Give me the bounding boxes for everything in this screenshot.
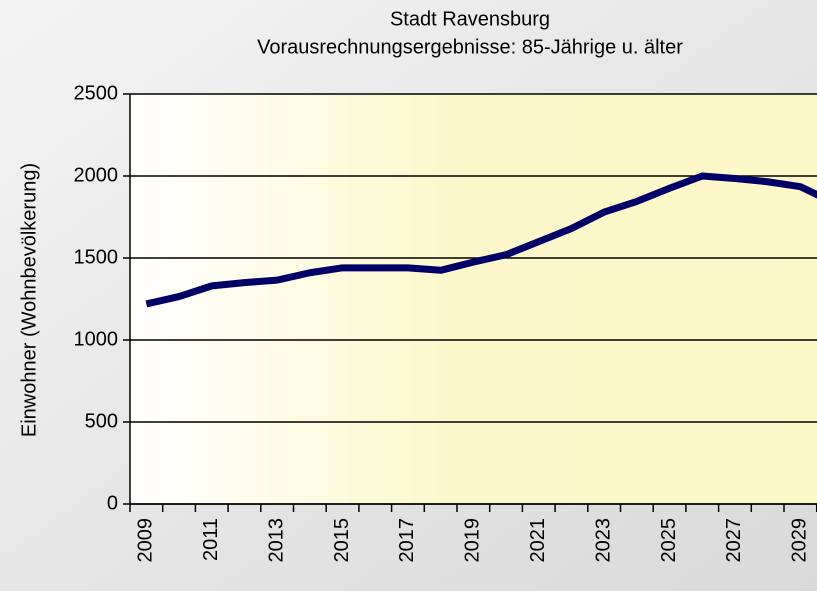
x-tick-label: 2011 [200,518,222,561]
y-tick-label: 1500 [74,246,119,268]
x-tick-label: 2023 [592,518,614,563]
x-tick-label: 2015 [331,518,353,563]
x-tick-label: 2025 [658,518,680,563]
data-line [145,172,817,308]
x-tick-label: 2029 [789,518,811,563]
y-axis-label: Einwohner (Wohnbevölkerung) [18,163,40,437]
plot-area [130,94,817,504]
y-tick-label: 1000 [74,328,119,350]
x-tick-label: 2019 [462,518,484,563]
x-tick-label: 2009 [135,518,157,563]
chart-title: Stadt Ravensburg [390,8,550,30]
x-tick-label: 2027 [723,518,745,563]
chart-subtitle: Vorausrechnungsergebnisse: 85-Jährige u.… [257,36,683,58]
y-tick-label: 500 [85,410,118,432]
y-tick-label: 2500 [74,82,119,104]
y-tick-label: 0 [107,492,118,514]
x-tick-label: 2021 [527,518,549,563]
x-tick-label: 2017 [396,518,418,563]
y-tick-label: 2000 [74,164,119,186]
x-tick-label: 2013 [265,518,287,563]
